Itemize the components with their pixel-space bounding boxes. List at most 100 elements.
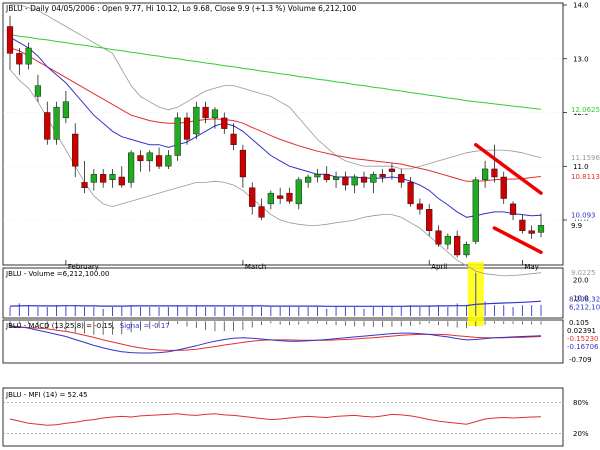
mfi-axis: 80% 20% [573,399,589,438]
mfi-panel-frame [2,387,564,447]
candle-body [360,176,368,183]
macd-histogram [9,321,542,335]
mfi-axis-label: 80% [573,399,589,407]
candle-body [379,174,386,178]
candle-body [165,155,172,167]
price-gridlines [3,4,563,221]
candle-body [286,192,293,202]
candle-body [128,152,135,183]
candle-body [239,149,246,178]
trendline-annotations [474,143,543,254]
trendline [474,143,543,195]
candle-body [155,155,163,167]
candle-body [230,133,237,145]
volume-bars [9,272,542,316]
price-axis-label: 14.0 [573,2,589,10]
chart-title: JBLU - Daily 04/05/2006 : Open 9.77, Hi … [5,4,356,13]
volume-tag-label: 6,212,100 [569,304,600,312]
macd-tag-label: -0.16706 [567,343,599,351]
macd-tag-label: 0.02391 [567,327,596,335]
candle-body [323,174,330,180]
candle-body [193,106,200,135]
candle-body [295,179,302,205]
price-axis-label: 11.0 [573,163,589,171]
price-tag-label: 9.0225 [571,269,596,277]
candle-body [351,176,358,186]
candle-body [500,176,507,199]
candle-body [109,174,116,180]
candle-body [118,176,125,186]
month-label-march: March [245,263,266,271]
candle-body [72,133,79,167]
macd-line [9,325,542,354]
candle-body [137,155,144,162]
price-tag-box [567,210,597,220]
month-label-february: February [68,263,99,271]
candle-body [482,168,489,180]
candle-body [16,53,23,65]
volume-average-line [9,300,542,307]
candle-body [62,101,69,119]
candle-body [81,182,88,188]
price-tag-label: 11.1596 [571,154,600,162]
candle-body [332,176,340,180]
price-tag-label: 9.9 [571,222,582,230]
candle-body [34,85,42,97]
macd-tag-label: -0.15230 [567,335,598,343]
price-tag-box [567,220,597,230]
candle-body [174,117,181,156]
candle-body [537,225,545,233]
price-axis-label: 13.0 [573,55,589,63]
candle-body [305,176,312,183]
candlestick-series [6,15,545,258]
volume-ma-line [9,300,542,307]
macd-axis: 0.105 -0.709 0.02391-0.15230-0.16706 [567,319,599,364]
candle-body [221,117,228,129]
candle-body [277,195,284,199]
moving-average-lines [9,34,542,218]
macd-label: JBLU - MACD (13,25,8) = -0.15, [5,322,115,330]
price-tag-box [567,153,597,163]
candle-body [258,206,265,218]
candle-body [314,174,321,178]
candle-body [249,187,256,207]
month-label-april: April [431,263,447,271]
macd-panel-frame [2,319,564,364]
candle-body [528,230,535,234]
candle-body [416,203,423,210]
price-tag-box [567,268,597,278]
candle-body [6,26,14,54]
candle-body [444,235,451,245]
volume-tag-label: 8.208,32 [569,296,600,304]
macd-label-group: JBLU - MACD (13,25,8) = -0.15, Signal = … [5,322,170,330]
candle-body [90,174,97,183]
volume-axis-label: 10.0 [573,295,589,303]
price-tag-label: 10.093 [571,212,596,220]
candle-body [388,168,396,172]
price-tag-box [567,171,597,181]
sma-mid-line [9,47,542,182]
candle-body [407,182,414,205]
bollinger-lower-line [9,69,542,277]
price-tag-label: 10.8113 [571,173,600,181]
mfi-lines [3,402,563,434]
month-label-may: May [524,263,538,271]
volume-axis-label: 20.0 [573,277,589,285]
candle-body [100,174,107,183]
candle-body [146,152,153,162]
candle-body [202,106,209,119]
volume-label: JBLU - Volume =6,212,100.00 [5,270,109,278]
candle-body [491,168,498,178]
candle-body [370,174,377,183]
price-tag-box [567,104,597,114]
candle-body [519,219,526,231]
macd-axis-bottom: -0.709 [569,356,592,364]
candle-body [454,235,461,256]
candle-body [342,176,349,186]
price-panel-frame [2,2,564,266]
candle-body [183,117,191,140]
macd-axis-top: 0.105 [569,319,589,327]
candle-body [25,47,32,65]
candle-body [398,174,405,183]
